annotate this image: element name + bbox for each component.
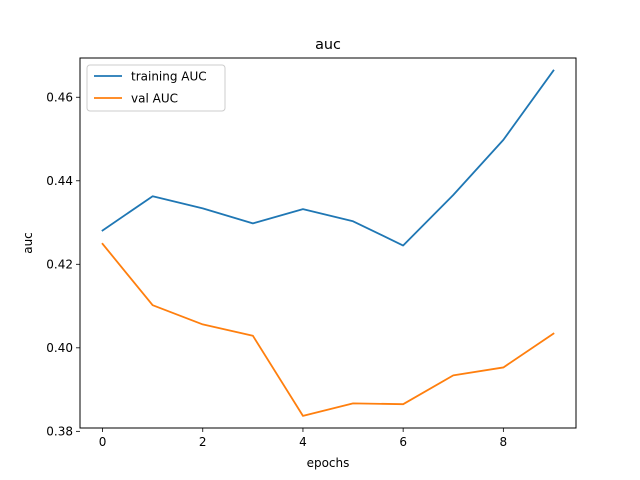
y-tick-label: 0.44 bbox=[46, 174, 73, 188]
chart-title: auc bbox=[315, 37, 341, 53]
plot-area-frame bbox=[79, 57, 577, 429]
x-tick-label: 6 bbox=[399, 435, 407, 449]
y-tick-label: 0.46 bbox=[46, 91, 73, 105]
y-tick-label: 0.38 bbox=[46, 425, 73, 439]
legend: training AUC val AUC bbox=[86, 64, 226, 112]
series-layer bbox=[101, 69, 555, 417]
x-axis-label: epochs bbox=[307, 456, 350, 470]
y-tick-label: 0.42 bbox=[46, 258, 73, 272]
y-axis-ticks: 0.38 0.40 0.42 0.44 0.46 bbox=[46, 91, 80, 439]
legend-label-val-auc: val AUC bbox=[131, 92, 178, 106]
x-tick-label: 0 bbox=[99, 435, 107, 449]
series-line-training-auc bbox=[101, 69, 555, 247]
y-axis-label: auc bbox=[21, 232, 35, 254]
x-tick-label: 8 bbox=[500, 435, 508, 449]
x-tick-label: 4 bbox=[299, 435, 307, 449]
y-tick-label: 0.40 bbox=[46, 341, 73, 355]
x-axis-ticks: 0 2 4 6 8 bbox=[99, 428, 507, 449]
x-tick-label: 2 bbox=[199, 435, 207, 449]
series-line-val-auc bbox=[101, 242, 555, 417]
legend-label-training-auc: training AUC bbox=[131, 70, 207, 84]
